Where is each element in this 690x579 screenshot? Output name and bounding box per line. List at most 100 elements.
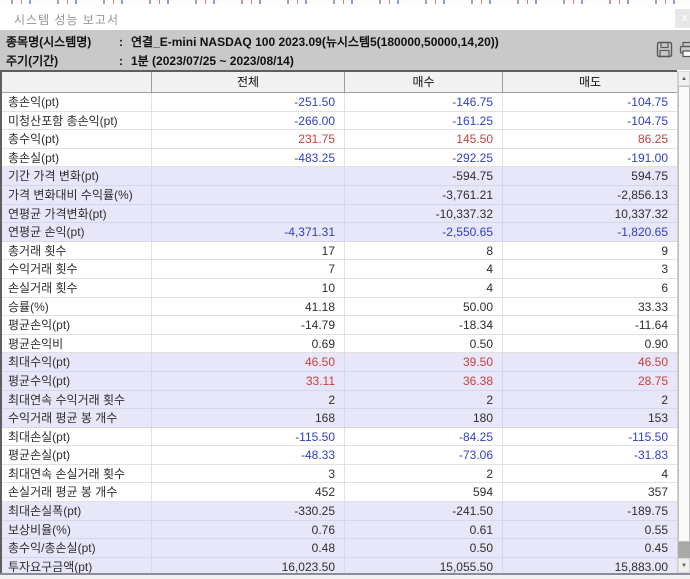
performance-table: 전체 매수 매도 총손익(pt) -251.50 -146.75 -104.75 미청산…: [0, 70, 677, 573]
row-value: 0.50: [345, 539, 503, 558]
row-value: 0.45: [503, 539, 677, 558]
table-row: 수익거래 횟수 7 4 3: [2, 260, 677, 279]
period-value: 1분 (2023/07/25 ~ 2023/08/14): [131, 54, 294, 68]
row-value: -189.75: [503, 502, 677, 521]
row-label: 평균수익(pt): [2, 371, 152, 391]
row-label: 총거래 횟수: [2, 241, 152, 261]
table-row: 보상비율(%) 0.76 0.61 0.55: [2, 520, 677, 540]
table-row: 총손익(pt) -251.50 -146.75 -104.75: [2, 93, 677, 112]
table-row: 미청산포함 총손익(pt) -266.00 -161.25 -104.75: [2, 111, 677, 131]
row-value: 8: [345, 241, 503, 261]
table-row: 총거래 횟수 17 8 9: [2, 241, 677, 261]
row-label: 총손실(pt): [2, 148, 152, 168]
row-label: 미청산포함 총손익(pt): [2, 111, 152, 131]
row-value: -2,550.65: [345, 223, 503, 242]
symbol-value: 연결_E-mini NASDAQ 100 2023.09(뉴시스템5(18000…: [131, 35, 499, 49]
scroll-down-button[interactable]: ▼: [678, 558, 690, 573]
table-row: 평균손익비 0.69 0.50 0.90: [2, 334, 677, 354]
row-value: 2: [152, 390, 345, 410]
table-row: 총수익/총손실(pt) 0.48 0.50 0.45: [2, 539, 677, 558]
row-value: -161.25: [345, 111, 503, 131]
table-row: 최대연속 수익거래 횟수 2 2 2: [2, 390, 677, 410]
table-row: 평균손익(pt) -14.79 -18.34 -11.64: [2, 316, 677, 335]
row-value: 168: [152, 409, 345, 428]
row-value: -48.33: [152, 446, 345, 465]
row-label: 보상비율(%): [2, 520, 152, 540]
row-value: 2: [503, 391, 677, 410]
report-info-header: 종목명(시스템명): 연결_E-mini NASDAQ 100 2023.09(뉴…: [0, 30, 690, 70]
scrollbar-track[interactable]: [678, 542, 690, 558]
scroll-up-button[interactable]: ▲: [678, 71, 690, 86]
window-bottom-border: [0, 573, 690, 579]
row-value: 0.76: [152, 520, 345, 540]
row-value: -3,761.21: [345, 185, 503, 205]
row-label: 수익거래 횟수: [2, 260, 152, 279]
row-value: 50.00: [345, 297, 503, 317]
row-value: 46.50: [503, 353, 677, 372]
row-value: -594.75: [345, 167, 503, 186]
save-icon[interactable]: [656, 41, 673, 58]
row-value: 0.90: [503, 335, 677, 354]
period-colon: :: [119, 54, 123, 68]
row-label: 최대손실폭(pt): [2, 502, 152, 521]
row-value: 33.11: [152, 371, 345, 391]
row-value: -18.34: [345, 316, 503, 335]
row-value: -115.50: [152, 427, 345, 447]
row-value: -241.50: [345, 502, 503, 521]
table-row: 최대수익(pt) 46.50 39.50 46.50: [2, 353, 677, 372]
row-value: 452: [152, 483, 345, 503]
row-value: -14.79: [152, 316, 345, 335]
row-value: -4,371.31: [152, 223, 345, 242]
row-value: 0.50: [345, 334, 503, 354]
column-header-total: 전체: [152, 72, 345, 92]
close-button[interactable]: x: [675, 9, 690, 28]
row-value: 46.50: [152, 353, 345, 372]
row-value: -115.50: [503, 428, 677, 447]
row-value: -31.83: [503, 446, 677, 465]
row-label: 총수익(pt): [2, 130, 152, 149]
row-value: 153: [503, 409, 677, 428]
print-icon[interactable]: [679, 41, 690, 58]
row-value: -292.25: [345, 148, 503, 168]
row-value: 4: [345, 260, 503, 279]
row-label: 승률(%): [2, 297, 152, 317]
row-value: 15,883.00: [503, 558, 677, 573]
table-row: 총손실(pt) -483.25 -292.25 -191.00: [2, 148, 677, 168]
row-value: 17: [152, 241, 345, 261]
row-value: -10,337.32: [345, 204, 503, 224]
row-value: -2,856.13: [503, 186, 677, 205]
close-icon: x: [681, 12, 688, 24]
row-value: 10,337.32: [503, 205, 677, 224]
row-value: 6: [503, 279, 677, 298]
row-value: 594.75: [503, 167, 677, 186]
row-value: -251.50: [152, 93, 345, 112]
row-value: 86.25: [503, 130, 677, 149]
column-header-metric: [2, 72, 152, 92]
row-value: -104.75: [503, 112, 677, 131]
row-value: 357: [503, 483, 677, 503]
row-label: 연평균 손익(pt): [2, 223, 152, 242]
table-row: 투자요구금액(pt) 16,023.50 15,055.50 15,883.00: [2, 557, 677, 573]
table-row: 연평균 손익(pt) -4,371.31 -2,550.65 -1,820.65: [2, 223, 677, 242]
table-header-row: 전체 매수 매도: [2, 72, 677, 93]
row-value: -191.00: [503, 149, 677, 168]
row-value: 2: [345, 464, 503, 484]
row-label: 기간 가격 변화(pt): [2, 167, 152, 186]
column-header-sell: 매도: [578, 75, 602, 89]
table-row: 기간 가격 변화(pt) -594.75 594.75: [2, 167, 677, 186]
row-label: 손실거래 평균 봉 개수: [2, 483, 152, 503]
row-label: 연평균 가격변화(pt): [2, 204, 152, 224]
row-value: 4: [345, 278, 503, 298]
table-row: 총수익(pt) 231.75 145.50 86.25: [2, 130, 677, 149]
title-bar: 시스템 성능 보고서 x: [0, 4, 690, 30]
row-label: 평균손익비: [2, 334, 152, 354]
table-row: 연평균 가격변화(pt) -10,337.32 10,337.32: [2, 204, 677, 224]
row-value: 7: [152, 260, 345, 279]
row-label: 평균손실(pt): [2, 446, 152, 465]
row-label: 평균손익(pt): [2, 316, 152, 335]
vertical-scrollbar[interactable]: ▲ ▼: [677, 71, 690, 573]
scrollbar-thumb[interactable]: [678, 86, 690, 542]
row-value: 10: [152, 278, 345, 298]
row-value: -330.25: [152, 502, 345, 521]
row-value: -84.25: [345, 427, 503, 447]
